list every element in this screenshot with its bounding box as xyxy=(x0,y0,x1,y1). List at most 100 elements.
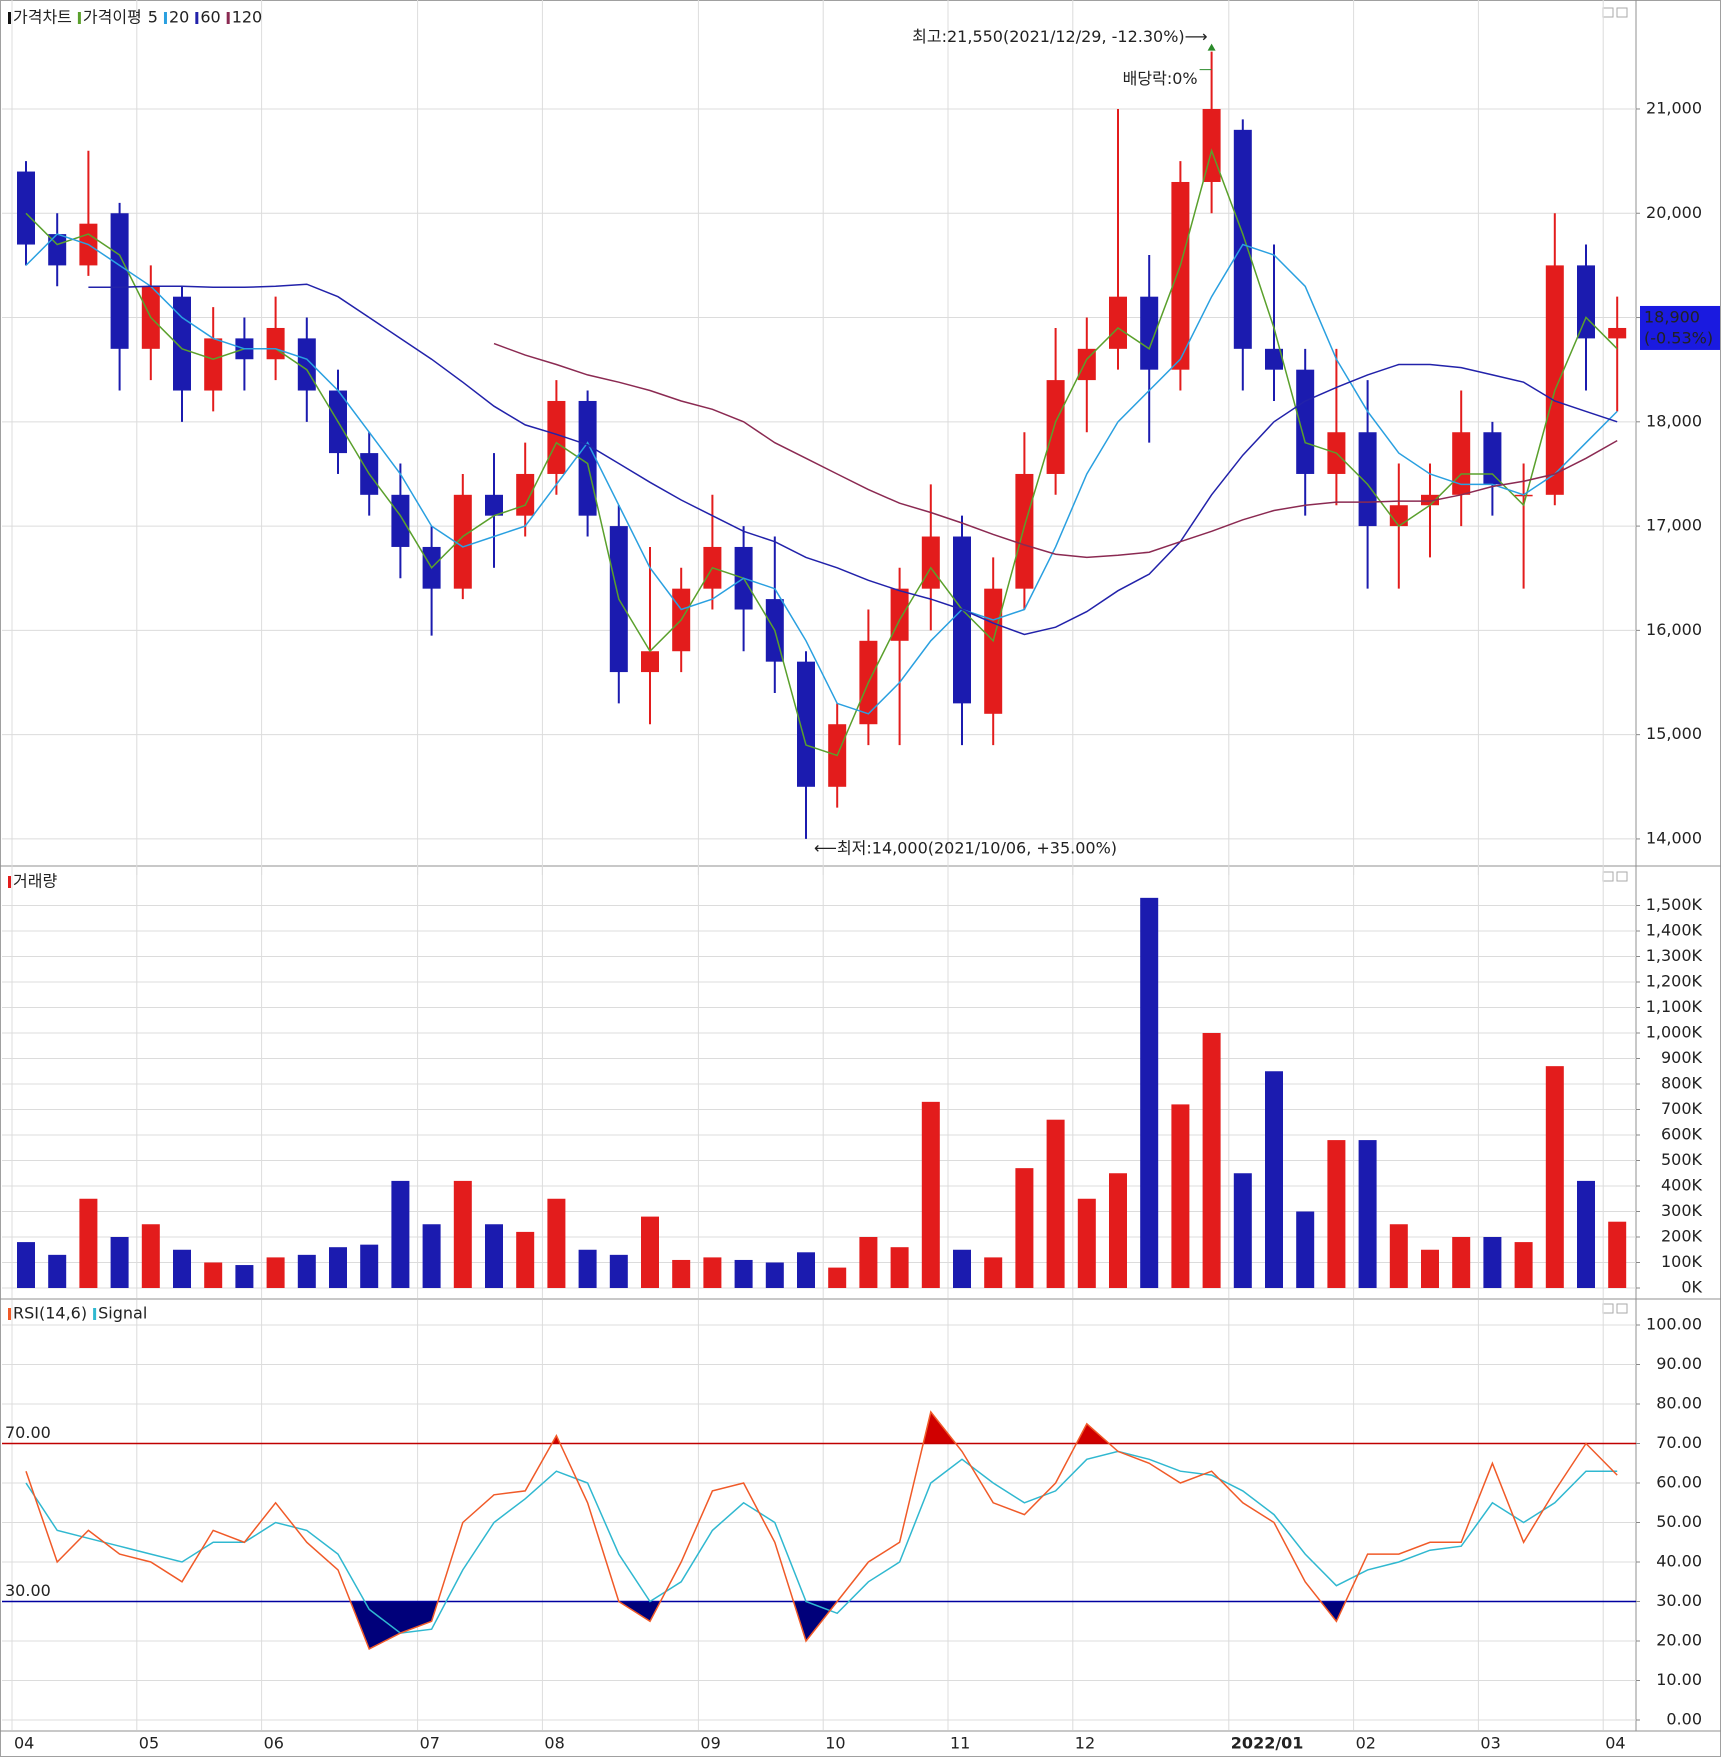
legend-label: Signal xyxy=(98,1304,147,1323)
legend-marker xyxy=(226,12,230,24)
x-tick-label: 2022/01 xyxy=(1231,1734,1304,1753)
x-tick-label: 05 xyxy=(139,1734,159,1753)
volume-bar xyxy=(235,1265,254,1288)
legend-label: 5 xyxy=(148,8,158,27)
high-marker xyxy=(1207,43,1216,51)
y-tick-label: 40.00 xyxy=(1656,1552,1702,1571)
y-tick-label: 100K xyxy=(1661,1252,1703,1271)
candle-body xyxy=(578,400,597,516)
y-tick-label: 30.00 xyxy=(1656,1591,1702,1610)
volume-bar xyxy=(734,1259,753,1288)
moving-average-line xyxy=(493,342,1618,559)
annotation-high: 최고:21,550(2021/12/29, -12.30%)⟶ xyxy=(912,27,1207,46)
y-tick-label: 60.00 xyxy=(1656,1473,1702,1492)
legend-label: RSI(14,6) xyxy=(13,1304,87,1323)
volume-bar xyxy=(48,1254,67,1288)
volume-bar xyxy=(391,1180,410,1288)
volume-bar xyxy=(1171,1104,1190,1288)
x-tick-label: 06 xyxy=(264,1734,284,1753)
legend-label: 120 xyxy=(232,8,263,27)
volume-bar xyxy=(953,1249,971,1288)
volume-bar xyxy=(1296,1211,1315,1288)
volume-bar xyxy=(110,1237,129,1288)
y-tick-label: 17,000 xyxy=(1646,516,1702,535)
y-tick-label: 20,000 xyxy=(1646,203,1702,222)
x-tick-label: 04 xyxy=(14,1734,34,1753)
volume-bar xyxy=(329,1247,347,1288)
candle-body xyxy=(921,536,940,589)
rsi-zone-fill xyxy=(26,1601,1618,1649)
candle-body xyxy=(1140,296,1159,370)
moving-average-line xyxy=(25,148,1618,757)
candle-body xyxy=(391,494,410,547)
y-tick-label: 700K xyxy=(1661,1099,1703,1118)
y-tick-label: 18,000 xyxy=(1646,411,1702,430)
x-tick-label: 03 xyxy=(1480,1734,1500,1753)
volume-bar xyxy=(641,1216,659,1288)
annotation-dividend: 배당락:0% xyxy=(1123,69,1198,88)
volume-bar xyxy=(173,1249,191,1288)
y-tick-label: 1,100K xyxy=(1646,997,1703,1016)
y-tick-label: 300K xyxy=(1661,1201,1703,1220)
y-tick-label: 21,000 xyxy=(1646,98,1702,117)
volume-bar xyxy=(1483,1237,1502,1288)
volume-bar xyxy=(1421,1249,1439,1288)
moving-average-line xyxy=(88,283,1618,636)
volume-bar xyxy=(703,1257,722,1288)
legend-marker xyxy=(8,876,11,888)
candle-body xyxy=(1421,494,1439,506)
y-tick-label: 200K xyxy=(1661,1227,1703,1246)
moving-average-line xyxy=(25,233,1618,715)
candle-body xyxy=(1171,181,1190,370)
candle-body xyxy=(1046,380,1065,474)
y-tick-label: 80.00 xyxy=(1656,1394,1702,1413)
y-tick-label: 100.00 xyxy=(1646,1315,1702,1334)
candle-body xyxy=(1358,432,1377,527)
annotation-low: ⟵최저:14,000(2021/10/06, +35.00%) xyxy=(814,838,1117,857)
y-tick-label: 1,500K xyxy=(1646,895,1703,914)
legend-label: 가격차트 xyxy=(13,8,72,27)
candle-body xyxy=(485,494,503,516)
y-tick-label: 10.00 xyxy=(1656,1670,1702,1689)
volume-bar xyxy=(266,1257,285,1288)
candle-body xyxy=(797,661,815,787)
legend-marker xyxy=(77,12,81,24)
volume-bar xyxy=(828,1267,847,1288)
y-tick-label: 0K xyxy=(1681,1278,1702,1297)
volume-bar xyxy=(1109,1173,1127,1288)
candle-body xyxy=(1296,369,1315,474)
volume-bar xyxy=(1077,1198,1096,1288)
x-tick-label: 10 xyxy=(825,1734,845,1753)
y-tick-label: 14,000 xyxy=(1646,828,1702,847)
volume-bar xyxy=(1389,1224,1408,1288)
y-tick-label: 1,000K xyxy=(1646,1023,1703,1042)
volume-bar xyxy=(79,1198,98,1288)
candle-body xyxy=(984,588,1003,714)
reference-label: 70.00 xyxy=(5,1423,51,1442)
x-tick-label: 08 xyxy=(544,1734,564,1753)
candle-body xyxy=(1265,348,1283,370)
volume-bar xyxy=(1514,1242,1533,1288)
last-price-label: 18,900 xyxy=(1644,307,1700,326)
y-tick-label: 1,300K xyxy=(1646,946,1703,965)
volume-bar xyxy=(141,1224,160,1288)
volume-bar xyxy=(890,1247,909,1288)
volume-bar xyxy=(672,1259,691,1288)
candle-body xyxy=(1545,265,1564,495)
volume-bar xyxy=(516,1231,535,1288)
x-tick-label: 04 xyxy=(1605,1734,1625,1753)
volume-bar xyxy=(1452,1237,1471,1288)
volume-bar xyxy=(984,1257,1003,1288)
rsi-line xyxy=(25,1410,1618,1650)
candle-body xyxy=(1452,432,1471,495)
volume-bar xyxy=(1358,1140,1377,1288)
legend-label: 20 xyxy=(169,8,189,27)
y-tick-label: 400K xyxy=(1661,1176,1703,1195)
candle-body xyxy=(1077,348,1096,381)
legend-label: 가격이평 xyxy=(83,8,142,27)
y-tick-label: 50.00 xyxy=(1656,1512,1702,1531)
legend-marker xyxy=(8,1308,11,1320)
legend-label: 60 xyxy=(200,8,220,27)
